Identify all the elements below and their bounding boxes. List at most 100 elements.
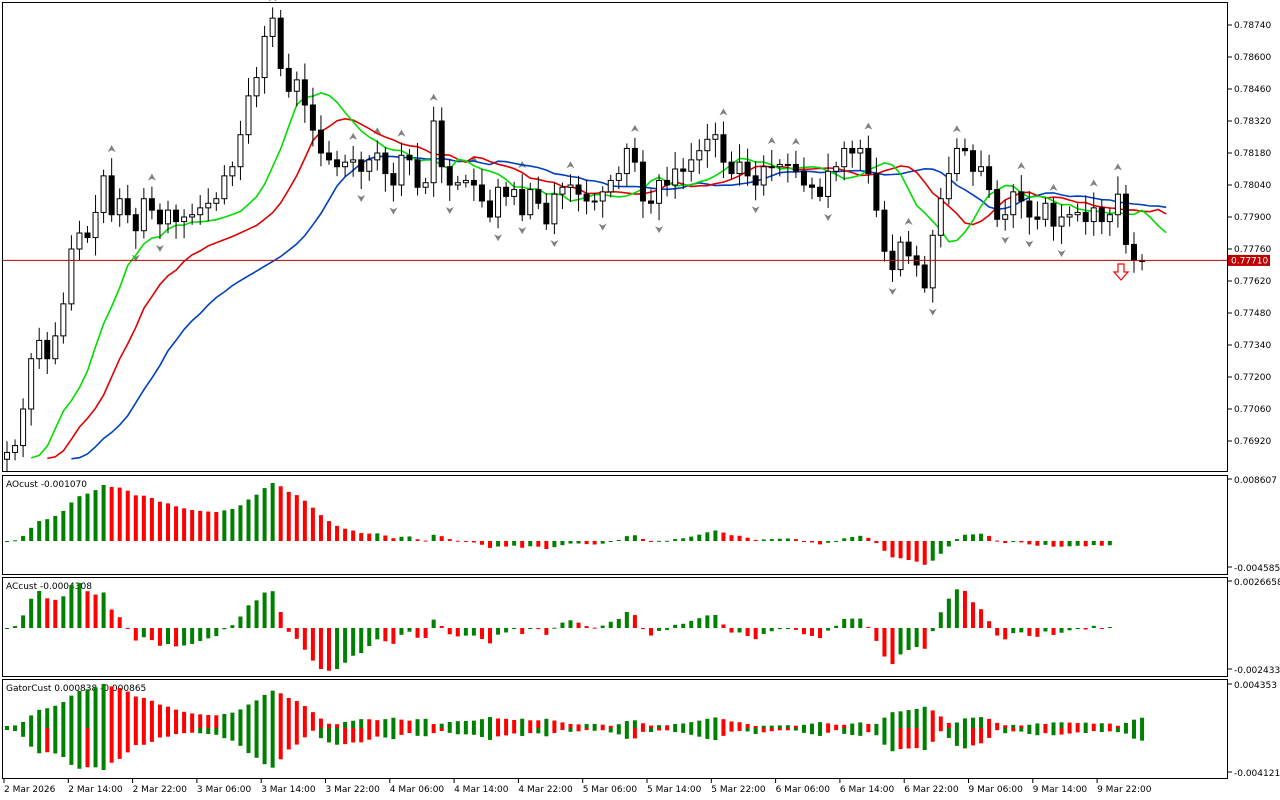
gator-upper-bar <box>238 709 243 728</box>
ac-down-bar <box>455 628 460 637</box>
gator-upper-bar <box>971 717 975 728</box>
ao-up-bar <box>101 485 106 541</box>
ao-down-bar <box>753 539 758 541</box>
gator-upper-bar <box>1123 722 1128 728</box>
bear-candle <box>639 161 646 202</box>
gator-upper-bar <box>294 701 299 728</box>
gator-upper-bar <box>858 722 863 728</box>
bull-candle <box>784 163 791 166</box>
bear-candle <box>881 209 888 252</box>
bear-candle <box>961 147 968 152</box>
ac-down-bar <box>818 628 823 639</box>
bear-candle <box>334 159 341 168</box>
gator-lower-bar <box>979 728 984 744</box>
gator-lower-bar <box>971 728 975 746</box>
ao-up-bar <box>254 494 259 541</box>
gator-upper-bar <box>640 723 645 728</box>
ac-up-bar <box>182 628 187 646</box>
ao-down-bar <box>922 541 927 565</box>
ac-up-bar <box>230 625 235 628</box>
gator-lower-bar <box>109 728 114 763</box>
gator-lower-bar <box>882 728 887 745</box>
bull-candle <box>1066 214 1073 218</box>
ao-down-bar <box>1051 541 1056 547</box>
bull-candle <box>20 408 27 447</box>
bear-candle <box>865 147 872 175</box>
fractal-up-icon <box>904 217 913 225</box>
bear-candle <box>792 163 799 172</box>
price-tick-label: 0.78040 <box>1234 181 1271 191</box>
gator-lower-bar <box>632 728 637 739</box>
gator-upper-bar <box>133 696 138 728</box>
gator-upper-bar <box>174 709 179 728</box>
ac-down-bar <box>592 627 597 629</box>
gator-upper-bar <box>608 725 613 728</box>
gator-upper-bar <box>182 711 187 728</box>
ao-down-bar <box>1003 541 1008 544</box>
bear-candle <box>631 147 638 163</box>
gator-upper-bar <box>21 721 26 728</box>
gator-lower-bar <box>141 728 146 745</box>
gator-lower-bar <box>1083 728 1088 733</box>
gator-upper-bar <box>552 720 557 728</box>
gator-lower-bar <box>117 728 122 759</box>
ao-down-bar <box>640 538 645 541</box>
gator-upper-bar <box>1059 722 1064 728</box>
ao-down-bar <box>439 536 444 541</box>
gator-lower-bar <box>866 728 871 733</box>
ao-up-bar <box>608 541 613 542</box>
ac-down-bar <box>874 628 879 641</box>
ac-down-bar <box>310 628 315 661</box>
ao-up-bar <box>632 535 637 541</box>
gator-upper-bar <box>93 687 98 728</box>
gator-upper-bar <box>962 718 967 728</box>
bear-candle <box>309 104 316 131</box>
gator-lower-bar <box>681 728 686 733</box>
ao-up-bar <box>230 509 235 541</box>
bull-candle <box>205 202 212 209</box>
gator-lower-bar <box>898 728 903 750</box>
fractal-up-icon <box>1017 162 1026 170</box>
ac-down-bar <box>890 628 895 665</box>
ao-up-bar <box>673 539 678 541</box>
ac-up-bar <box>463 628 468 636</box>
gator-upper-bar <box>471 720 476 728</box>
ac-down-bar <box>45 598 50 628</box>
gator-lower-bar <box>37 728 42 754</box>
ao-histogram <box>5 483 1112 565</box>
ao-down-bar <box>793 539 798 541</box>
bear-candle <box>1026 200 1033 218</box>
gator-upper-bar <box>995 722 1000 728</box>
ac-down-bar <box>1051 628 1056 635</box>
bull-candle <box>607 179 614 193</box>
ac-up-bar <box>359 628 364 654</box>
gator-lower-bar <box>254 728 259 758</box>
ac-up-bar <box>914 628 919 648</box>
price-tick-label: 0.78320 <box>1234 117 1271 127</box>
ac-up-bar <box>335 628 340 670</box>
fractal-down-icon <box>1057 249 1066 257</box>
ac-up-bar <box>665 628 670 630</box>
gator-upper-bar <box>600 724 605 728</box>
ao-up-bar <box>979 533 984 541</box>
gator-upper-bar <box>335 724 340 728</box>
ma-mid-line <box>47 117 1167 460</box>
gator-upper-bar <box>198 714 203 728</box>
fractal-up-icon <box>1113 163 1122 171</box>
ao-up-bar <box>657 540 662 542</box>
ao-down-bar <box>286 491 291 541</box>
gator-upper-bar <box>117 688 122 728</box>
ao-down-bar <box>415 539 420 541</box>
gator-lower-bar <box>246 728 251 754</box>
gator-lower-bar <box>536 728 541 734</box>
gator-upper-bar <box>987 718 992 728</box>
ac-up-bar <box>1011 628 1016 634</box>
ac-up-bar <box>1075 628 1080 629</box>
gator-upper-bar <box>1035 723 1040 728</box>
bull-candle <box>100 175 107 213</box>
bull-candle <box>12 445 19 453</box>
ao-up-bar <box>689 536 694 541</box>
ao-down-bar <box>455 540 460 542</box>
bear-candle <box>414 159 421 188</box>
